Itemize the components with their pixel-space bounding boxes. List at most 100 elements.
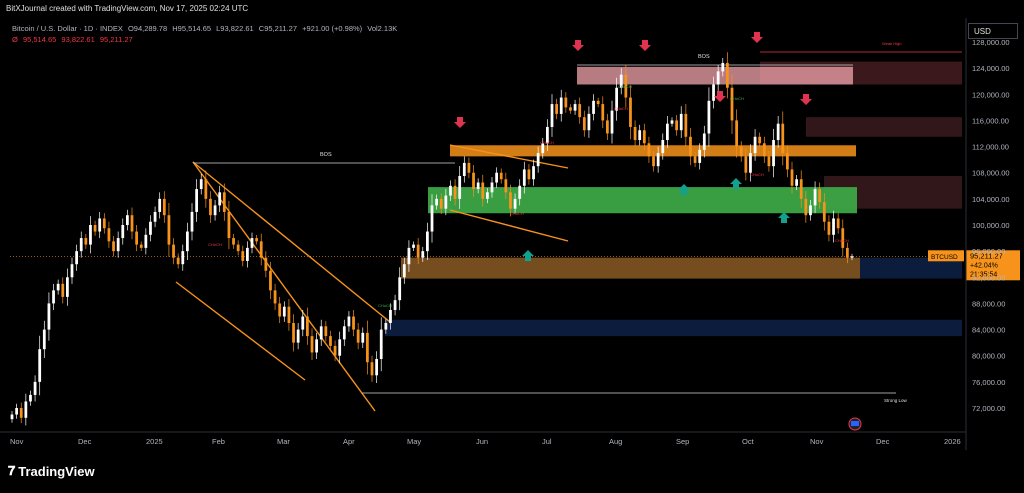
candle-body bbox=[84, 238, 88, 245]
buy-arrow-icon bbox=[522, 250, 534, 261]
candle-body bbox=[712, 84, 715, 101]
candle-body bbox=[352, 316, 355, 330]
candle-body bbox=[172, 244, 175, 258]
trend-line bbox=[175, 281, 306, 381]
volume: Vol2.13K bbox=[367, 24, 398, 33]
candle-body bbox=[102, 218, 106, 229]
author-line: BitXJournal created with TradingView.com… bbox=[6, 4, 249, 13]
y-tick-label: 80,000.00 bbox=[972, 352, 1005, 361]
tradingview-icon: 𝟕 bbox=[8, 463, 15, 478]
y-tick-label: 92,000.00 bbox=[972, 273, 1005, 282]
candle-body bbox=[278, 303, 282, 317]
candle-body bbox=[509, 192, 512, 209]
candle-body bbox=[324, 326, 328, 337]
x-tick-label: Apr bbox=[343, 437, 355, 446]
y-tick-label: 112,000.00 bbox=[972, 143, 1009, 152]
candle-body bbox=[596, 100, 600, 105]
candle-body bbox=[716, 71, 720, 85]
candle-body bbox=[822, 202, 826, 222]
zone-navy-price bbox=[860, 257, 962, 279]
candle-body bbox=[301, 316, 305, 330]
choch-label-red: CHoCH bbox=[750, 172, 764, 177]
candle-body bbox=[393, 300, 397, 310]
candle-body bbox=[426, 231, 429, 252]
candle-body bbox=[421, 251, 425, 258]
candle-body bbox=[79, 238, 83, 252]
candle-body bbox=[532, 166, 535, 180]
candle-body bbox=[809, 205, 812, 216]
choch-label-red: CHoCH bbox=[510, 211, 524, 216]
candle-body bbox=[24, 401, 28, 418]
candle-body bbox=[804, 198, 808, 216]
candle-body bbox=[52, 290, 55, 304]
candle-body bbox=[518, 185, 522, 199]
candle-body bbox=[679, 113, 683, 131]
last-price-value: 95,211.27 bbox=[970, 251, 1003, 260]
candle-body bbox=[513, 198, 517, 209]
x-tick-label: Mar bbox=[277, 437, 290, 446]
candle-body bbox=[546, 126, 549, 144]
candle-body bbox=[550, 104, 554, 127]
candle-body bbox=[93, 225, 97, 232]
sell-arrow-icon bbox=[454, 117, 466, 128]
ohlc-high: H95,514.65 bbox=[172, 24, 212, 33]
candle-body bbox=[66, 277, 69, 297]
zone-resistance-top bbox=[577, 66, 853, 85]
candle-body bbox=[33, 381, 37, 395]
indicator-val-1: 95,514.65 bbox=[22, 35, 57, 44]
candle-body bbox=[98, 218, 102, 232]
candle-body bbox=[832, 218, 835, 235]
candle-body bbox=[241, 251, 245, 261]
sell-arrow-icon bbox=[800, 94, 812, 105]
candle-body bbox=[287, 306, 291, 324]
candle-body bbox=[10, 414, 14, 420]
y-tick-label: 96,000.00 bbox=[972, 247, 1005, 256]
candle-body bbox=[619, 74, 623, 88]
symbol-name: Bitcoin / U.S. Dollar · 1D · INDEX bbox=[12, 24, 123, 33]
candle-body bbox=[162, 198, 166, 216]
candle-body bbox=[75, 251, 78, 265]
candle-body bbox=[726, 62, 729, 88]
candle-body bbox=[559, 97, 563, 114]
strong-low-label: Strong Low bbox=[884, 398, 908, 403]
candle-body bbox=[329, 336, 332, 346]
x-tick-label: Feb bbox=[212, 437, 225, 446]
candle-body bbox=[407, 247, 411, 265]
candle-body bbox=[139, 244, 143, 248]
candle-body bbox=[375, 358, 378, 376]
candle-body bbox=[587, 113, 591, 131]
y-tick-label: 116,000.00 bbox=[972, 116, 1009, 125]
candle-body bbox=[735, 120, 738, 147]
bar-countdown: 21:35:54 bbox=[970, 271, 997, 278]
candle-body bbox=[790, 169, 794, 186]
candle-body bbox=[707, 100, 711, 134]
candle-body bbox=[633, 126, 637, 141]
candle-body bbox=[767, 156, 771, 167]
candle-body bbox=[379, 329, 383, 359]
candle-body bbox=[319, 326, 323, 340]
bos-label-top: BOS bbox=[698, 54, 710, 60]
indicator-val-2: 93,822.61 bbox=[61, 35, 95, 44]
candle-body bbox=[569, 107, 572, 111]
candle-body bbox=[181, 251, 185, 265]
candle-body bbox=[564, 97, 568, 108]
candle-body bbox=[467, 162, 471, 173]
indicator-legend[interactable]: Ø 95,514.65 93,822.61 95,211.27 bbox=[12, 35, 136, 44]
candle-body bbox=[813, 189, 817, 206]
candle-body bbox=[527, 169, 531, 180]
candle-body bbox=[698, 149, 702, 163]
candle-body bbox=[384, 323, 388, 330]
x-tick-label: Nov bbox=[810, 437, 824, 446]
candle-body bbox=[158, 198, 162, 212]
candle-body bbox=[818, 189, 822, 203]
x-tick-label: Jun bbox=[476, 437, 488, 446]
candle-body bbox=[153, 211, 157, 222]
candle-body bbox=[555, 104, 558, 114]
choch-label-red: CHoCH bbox=[540, 140, 554, 145]
currency-button[interactable]: USD bbox=[968, 23, 1018, 39]
candle-body bbox=[453, 185, 457, 199]
symbol-legend[interactable]: Bitcoin / U.S. Dollar · 1D · INDEX O94,2… bbox=[12, 24, 400, 33]
candle-body bbox=[366, 332, 369, 363]
